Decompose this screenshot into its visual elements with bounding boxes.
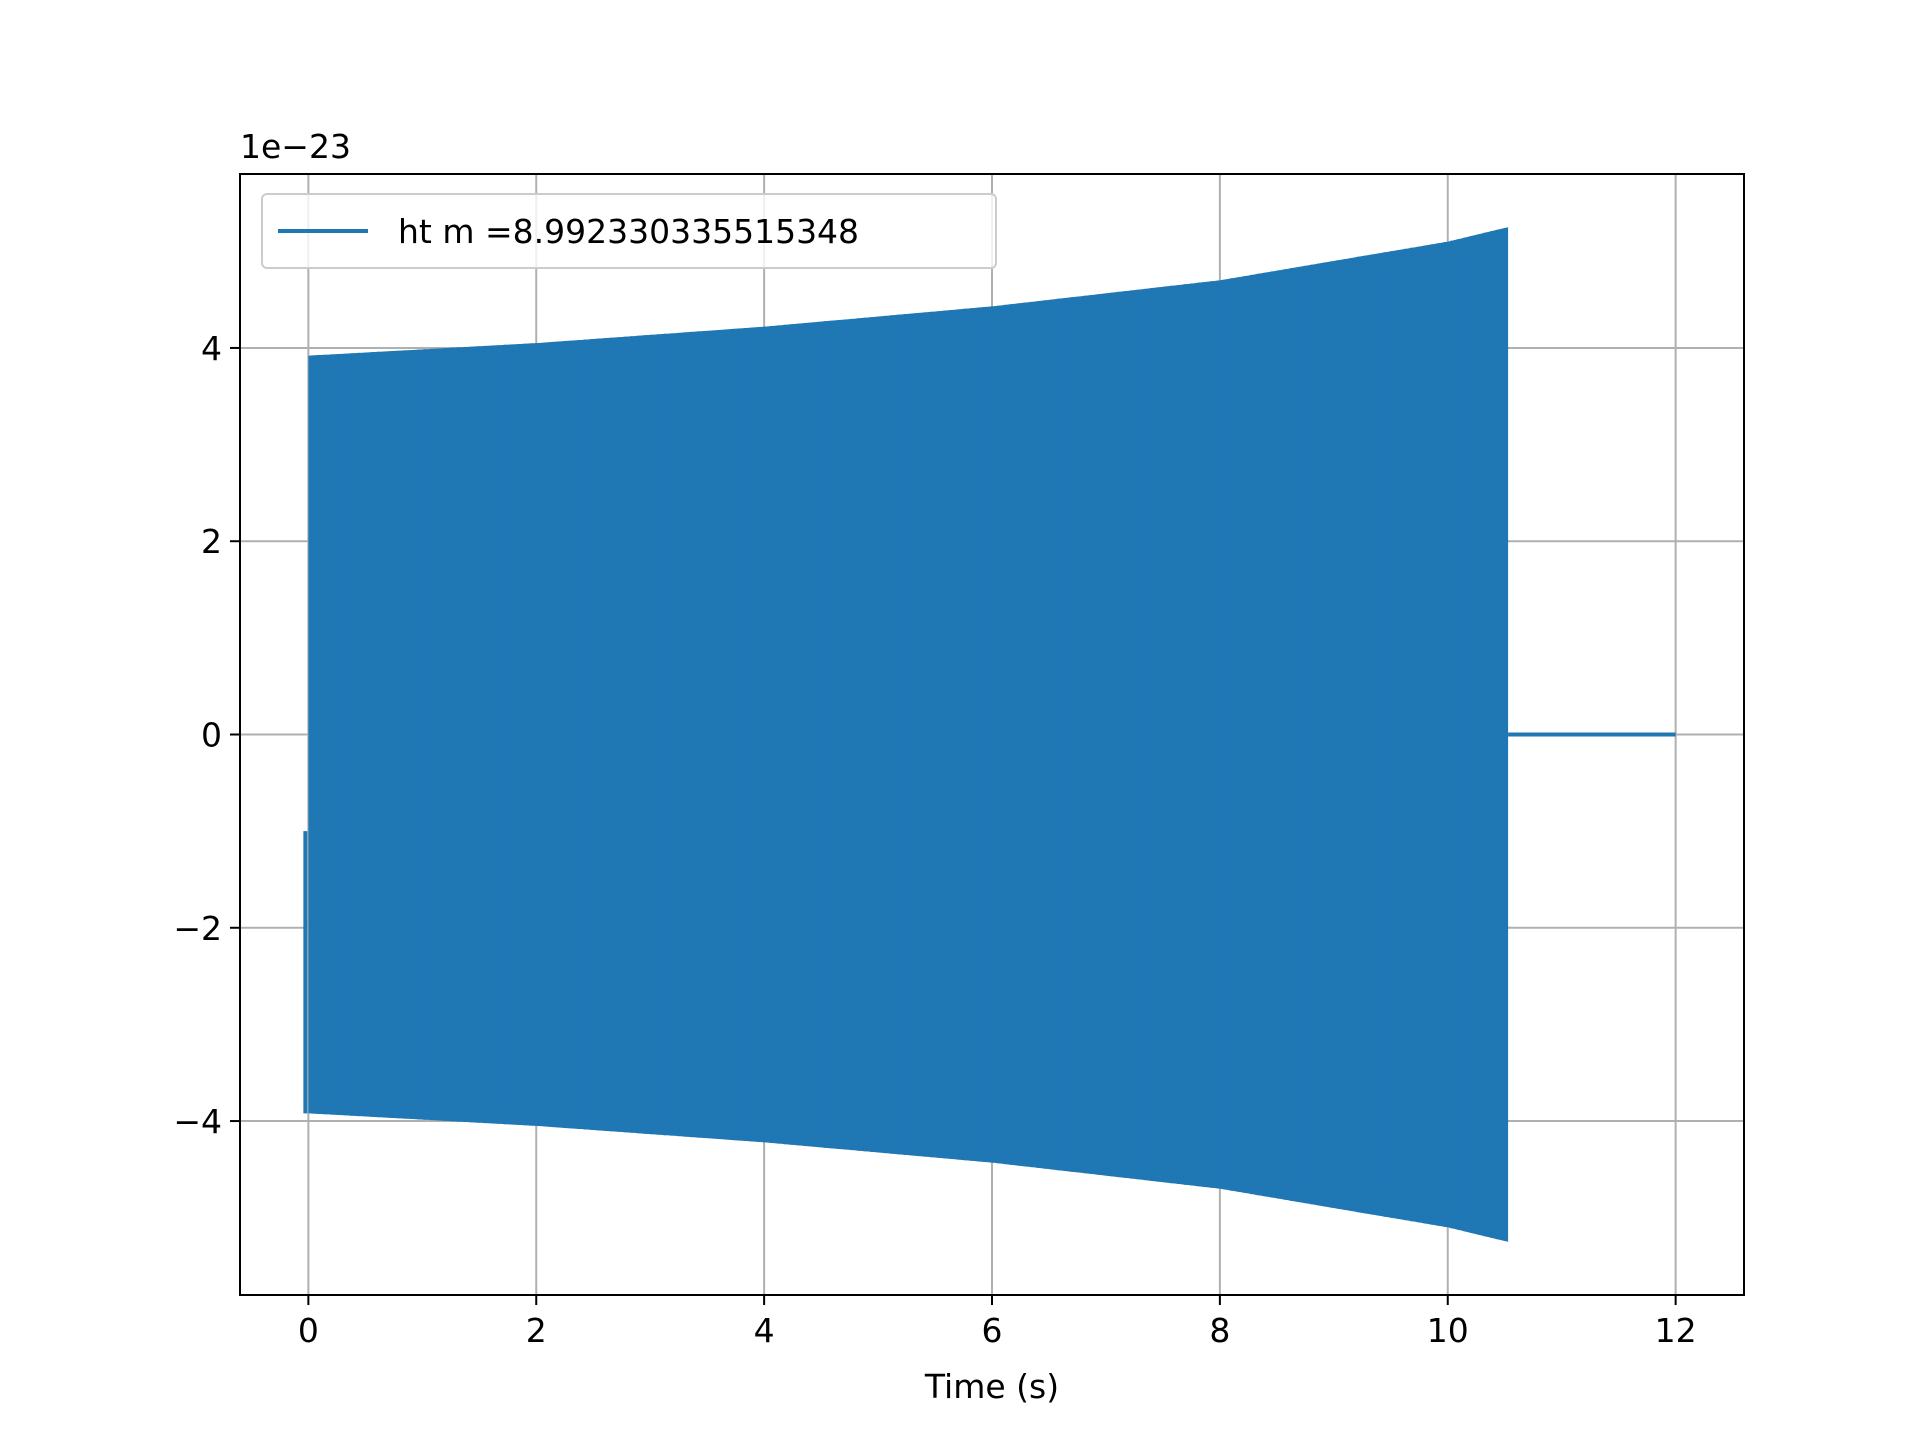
x-tick-label: 4 [754, 1311, 775, 1350]
signal-oscillations [310, 228, 1507, 1241]
y-offset-label: 1e−23 [240, 127, 351, 166]
x-axis: 0 2 4 6 8 10 12 [298, 1295, 1697, 1350]
x-tick-label: 12 [1655, 1311, 1697, 1350]
x-tick-label: 0 [298, 1311, 319, 1350]
x-tick-label: 2 [526, 1311, 547, 1350]
legend-box [261, 193, 997, 269]
legend: ht m =8.992330335515348 [261, 193, 997, 269]
y-tick-label: 0 [201, 716, 222, 755]
signal-band [308, 227, 1509, 1242]
y-tick-label: −4 [173, 1102, 222, 1141]
y-axis: −4 −2 0 2 4 [173, 329, 240, 1141]
x-tick-label: 10 [1427, 1311, 1469, 1350]
y-tick-label: 2 [201, 522, 222, 561]
x-tick-label: 6 [982, 1311, 1003, 1350]
legend-label: ht m =8.992330335515348 [398, 212, 859, 251]
x-tick-label: 8 [1209, 1311, 1230, 1350]
y-tick-label: −2 [173, 909, 222, 948]
series-area [303, 227, 1676, 1242]
y-tick-label: 4 [201, 329, 222, 368]
x-axis-label: Time (s) [924, 1367, 1059, 1406]
